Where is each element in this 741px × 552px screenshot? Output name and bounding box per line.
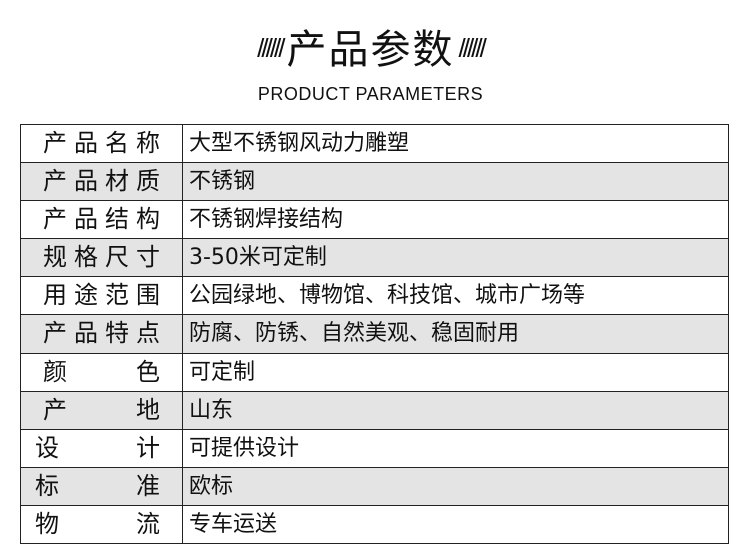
row-label: 标准	[21, 467, 183, 505]
row-label: 产品名称	[21, 125, 183, 163]
decoration: //////	[257, 33, 285, 63]
row-value: 大型不锈钢风动力雕塑	[189, 131, 410, 156]
row-label: 设计	[21, 429, 183, 467]
table-row: 产地 山东	[21, 391, 728, 430]
header: //////产品参数//////	[0, 18, 741, 80]
row-value: 3-50米可定制	[189, 245, 327, 271]
row-label: 产品结构	[21, 201, 183, 239]
table-row: 标准 欧标	[21, 467, 728, 506]
parameter-table: 产品名称 大型不锈钢风动力雕塑 产品材质 不锈钢 产品结构 不锈钢焊接结构 规格尺寸 3-50…	[20, 124, 729, 545]
table-row: 颜色 可定制	[21, 353, 728, 392]
row-label: 用途范围	[21, 277, 183, 315]
row-value: 防腐、防锈、自然美观、稳固耐用	[189, 321, 520, 347]
row-label: 产品材质	[21, 163, 183, 201]
table-row: 产品名称 大型不锈钢风动力雕塑	[21, 125, 728, 164]
subtitle: PRODUCT PARAMETERS	[257, 84, 484, 104]
row-value: 欧标	[189, 473, 234, 499]
row-value: 专车运送	[189, 511, 278, 537]
table-row: 产品材质 不锈钢	[21, 163, 728, 202]
row-label: 规格尺寸	[21, 239, 183, 277]
row-value: 不锈钢焊接结构	[189, 207, 344, 233]
table-row: 规格尺寸 3-50米可定制	[21, 239, 728, 278]
row-value: 可提供设计	[189, 435, 300, 461]
row-label: 产地	[21, 391, 183, 429]
table-row: 产品结构 不锈钢焊接结构	[21, 201, 728, 240]
row-value: 公园绿地、博物馆、科技馆、城市广场等	[189, 283, 586, 309]
row-label: 物流	[21, 505, 183, 544]
table-row: 产品特点 防腐、防锈、自然美观、稳固耐用	[21, 315, 728, 354]
row-value: 不锈钢	[189, 169, 256, 195]
row-value: 可定制	[189, 359, 256, 385]
table-row: 物流 专车运送	[21, 505, 728, 545]
decoration: //////	[458, 33, 487, 63]
row-value: 山东	[189, 397, 234, 423]
row-label: 颜色	[21, 353, 183, 391]
title-line: //////产品参数//////	[0, 18, 741, 80]
table-row: 用途范围 公园绿地、博物馆、科技馆、城市广场等	[21, 277, 728, 316]
title: 产品参数	[286, 27, 455, 73]
row-label: 产品特点	[21, 315, 183, 353]
table-row: 设计 可提供设计	[21, 429, 728, 468]
